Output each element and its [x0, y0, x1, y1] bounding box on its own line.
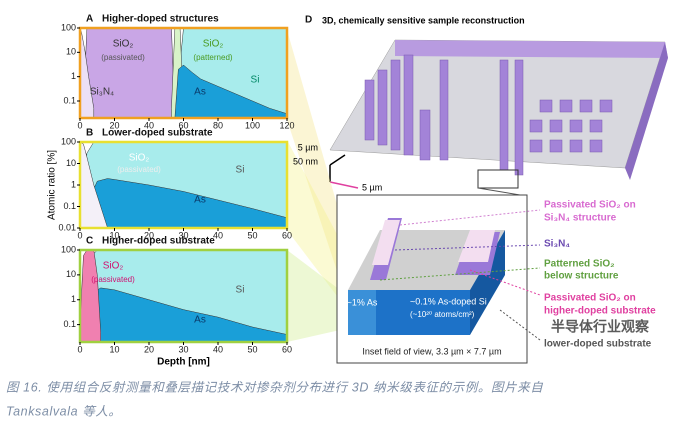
- annotation: (passivated): [101, 53, 145, 62]
- inset: [336, 187, 541, 364]
- structure-label: Passivated SiO₂ on: [544, 293, 636, 304]
- x-tick-label: 0: [77, 344, 82, 354]
- panel-letter: B: [86, 128, 93, 139]
- series-label: As: [194, 315, 206, 326]
- annotation: (passivated): [91, 275, 135, 284]
- x-tick-label: 60: [282, 230, 292, 240]
- annotation: (patterned): [193, 53, 232, 62]
- reconstruction-3d: [329, 39, 668, 189]
- inset-label: ~1% As: [347, 297, 378, 307]
- series-label: SiO₂: [203, 39, 224, 50]
- series-label: SiO₂: [113, 39, 134, 50]
- panel-letter: A: [86, 14, 93, 25]
- x-tick-label: 50: [247, 344, 257, 354]
- x-tick-label: 20: [144, 230, 154, 240]
- series-label: SiO₂: [103, 261, 124, 272]
- scale-label: 5 µm: [362, 182, 382, 192]
- y-tick-label: 10: [66, 158, 76, 168]
- x-tick-label: 40: [144, 120, 154, 130]
- x-tick-label: 40: [213, 344, 223, 354]
- inset-label: Inset field of view, 3.3 µm × 7.7 µm: [362, 346, 501, 356]
- watermark: 半导体行业观察: [551, 319, 650, 335]
- y-tick-label: 10: [66, 269, 76, 279]
- x-tick-label: 50: [247, 230, 257, 240]
- x-axis-label: Depth [nm]: [157, 357, 210, 368]
- x-tick-label: 20: [109, 120, 119, 130]
- x-tick-label: 60: [282, 344, 292, 354]
- x-tick-label: 60: [178, 120, 188, 130]
- panel-title: Lower-doped substrate: [102, 128, 213, 139]
- y-tick-label: 100: [61, 22, 76, 32]
- y-tick-label: 0.1: [63, 319, 76, 329]
- x-tick-label: 120: [279, 120, 294, 130]
- caption: Tanksalvala 等人。: [6, 404, 122, 418]
- x-tick-label: 10: [109, 344, 119, 354]
- y-tick-label: 1: [71, 294, 76, 304]
- y-tick-label: 0.01: [58, 222, 76, 232]
- inset-label: ~0.1% As-doped Si: [410, 296, 487, 306]
- structure-label: lower-doped substrate: [544, 339, 652, 350]
- x-tick-label: 100: [245, 120, 260, 130]
- series-label: Si₃N₄: [90, 87, 114, 98]
- y-tick-label: 0.1: [63, 95, 76, 105]
- y-tick-label: 0.1: [63, 201, 76, 211]
- panel-title: Higher-doped substrate: [102, 236, 215, 247]
- annotation: (passivated): [117, 165, 161, 174]
- series-label: SiO₂: [129, 153, 150, 164]
- x-tick-label: 10: [109, 230, 119, 240]
- series-label: Si: [236, 285, 245, 296]
- x-tick-label: 0: [77, 230, 82, 240]
- series-label: Si: [236, 165, 245, 176]
- x-tick-label: 0: [77, 120, 82, 130]
- scale-label: 5 µm: [298, 142, 318, 152]
- structure-label: Si₃N₄: [544, 239, 570, 250]
- y-tick-label: 100: [61, 244, 76, 254]
- y-tick-label: 1: [71, 179, 76, 189]
- series-label: Si: [251, 75, 260, 86]
- x-tick-label: 30: [178, 344, 188, 354]
- y-tick-label: 10: [66, 47, 76, 57]
- x-tick-label: 20: [144, 344, 154, 354]
- x-tick-label: 80: [213, 120, 223, 130]
- structure-label: Patterned SiO₂: [544, 259, 615, 270]
- x-tick-label: 30: [178, 230, 188, 240]
- caption: 图 16. 使用组合反射测量和叠层描记技术对掺杂剂分布进行 3D 纳米级表征的示…: [6, 380, 543, 394]
- series-label: As: [194, 195, 206, 206]
- panel-title: Higher-doped structures: [102, 14, 219, 25]
- y-axis-label: Atomic ratio [%]: [47, 150, 58, 220]
- panel-title: 3D, chemically sensitive sample reconstr…: [322, 15, 525, 25]
- y-tick-label: 100: [61, 136, 76, 146]
- series-label: As: [194, 87, 206, 98]
- panel-letter: C: [86, 236, 93, 247]
- structure-label: Si₃N₄ structure: [544, 213, 617, 224]
- y-tick-label: 1: [71, 71, 76, 81]
- structure-label: Passivated SiO₂ on: [544, 200, 636, 211]
- panel-letter: D: [305, 15, 312, 26]
- structure-label: below structure: [544, 271, 619, 282]
- x-tick-label: 40: [213, 230, 223, 240]
- structure-label: higher-doped substrate: [544, 306, 656, 317]
- scale-label: 50 nm: [293, 156, 318, 166]
- inset-label: (~10²⁰ atoms/cm²): [410, 310, 475, 319]
